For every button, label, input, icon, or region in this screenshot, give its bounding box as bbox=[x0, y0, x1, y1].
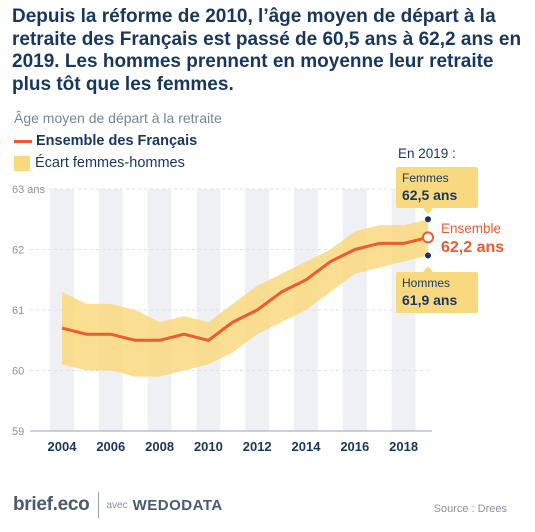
y-axis-label: Âge moyen de départ à la retraite bbox=[14, 110, 222, 126]
femmes-value: 62,5 ans bbox=[402, 187, 457, 203]
legend: Ensemble des Français Écart femmes-homme… bbox=[14, 131, 197, 175]
brand-logo: brief.eco bbox=[13, 494, 90, 515]
hommes-value: 61,9 ans bbox=[402, 292, 457, 308]
hommes-label: Hommes bbox=[402, 276, 450, 290]
ensemble-label: Ensemble bbox=[441, 221, 501, 236]
ensemble-value: 62,2 ans bbox=[441, 239, 504, 256]
femmes-callout-box bbox=[396, 167, 478, 208]
legend-band-swatch bbox=[14, 155, 30, 171]
x-tick-label: 2014 bbox=[292, 439, 322, 454]
y-tick-label: 61 bbox=[12, 305, 24, 317]
x-tick-label: 2012 bbox=[243, 439, 272, 454]
y-tick-label: 62 bbox=[12, 245, 24, 257]
source-note: Source : Drees bbox=[433, 503, 507, 515]
annotation-header: En 2019 : bbox=[398, 146, 456, 161]
brand-avec: avec bbox=[106, 499, 128, 511]
chart-title: Depuis la réforme de 2010, l’âge moyen d… bbox=[12, 6, 522, 95]
legend-item-ensemble: Ensemble des Français bbox=[14, 131, 197, 151]
legend-label-ecart: Écart femmes-hommes bbox=[35, 155, 185, 171]
femmes-callout-pointer bbox=[423, 208, 433, 214]
hommes-callout-box bbox=[396, 272, 478, 313]
hommes-callout-pointer bbox=[423, 266, 433, 272]
y-tick-label: 63 ans bbox=[12, 184, 46, 196]
x-tick-label: 2008 bbox=[145, 439, 174, 454]
partner-logo: WEDODATA bbox=[132, 496, 223, 514]
legend-label-ensemble: Ensemble des Français bbox=[36, 133, 198, 149]
x-tick-label: 2010 bbox=[194, 439, 223, 454]
hommes-point bbox=[425, 252, 431, 259]
footer-brand: brief.eco avec WEDODATA bbox=[13, 492, 223, 518]
legend-item-ecart: Écart femmes-hommes bbox=[14, 153, 197, 173]
x-tick-label: 2016 bbox=[340, 439, 369, 454]
series-line-ensemble bbox=[61, 235, 429, 342]
x-tick-label: 2018 bbox=[389, 439, 418, 454]
legend-line-swatch bbox=[14, 139, 32, 143]
x-tick-label: 2004 bbox=[48, 439, 78, 454]
chart-area: 63 ans 62 61 60 59 2004 2006 2008 2010 2012 2014 2… bbox=[12, 146, 504, 454]
y-tick-label: 60 bbox=[12, 366, 24, 378]
femmes-point bbox=[425, 216, 431, 223]
femmes-label: Femmes bbox=[402, 171, 449, 185]
y-tick-label: 59 bbox=[12, 426, 24, 438]
brand-divider bbox=[97, 492, 99, 518]
ensemble-point bbox=[422, 231, 434, 244]
x-tick-label: 2006 bbox=[96, 439, 125, 454]
